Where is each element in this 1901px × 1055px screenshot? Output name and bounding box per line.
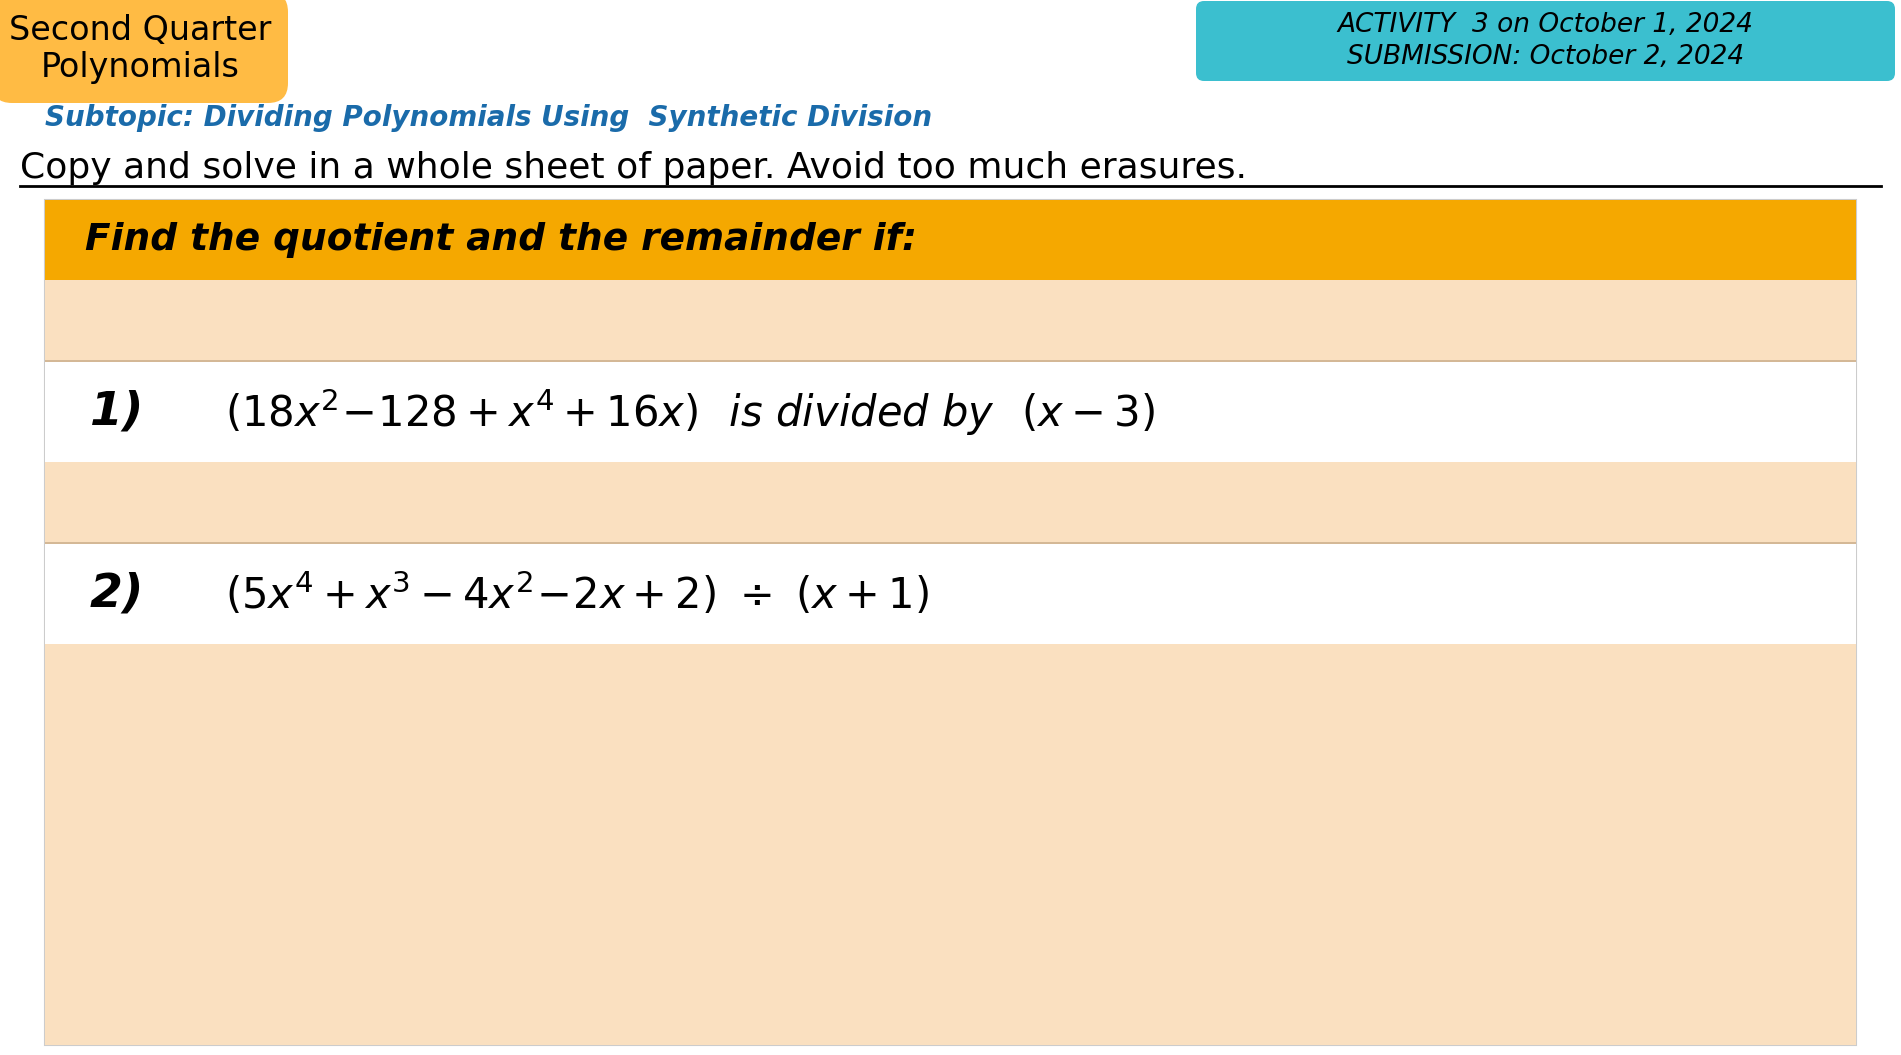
Bar (46, 644, 1855, 1046)
Bar (0, 0, 141, 47)
FancyBboxPatch shape (1196, 1, 1895, 81)
Bar (46, 360, 1855, 362)
Text: Find the quotient and the remainder if:: Find the quotient and the remainder if: (86, 222, 916, 258)
Bar (46, 200, 1855, 280)
Bar (46, 542, 1855, 544)
Bar (0, 47, 141, 95)
Bar (46, 544, 1855, 644)
Bar (46, 362, 1855, 462)
Text: Subtopic: Dividing Polynomials Using  Synthetic Division: Subtopic: Dividing Polynomials Using Syn… (46, 104, 931, 132)
Bar (0, 0, 279, 47)
Bar (46, 462, 1855, 542)
Text: Copy and solve in a whole sheet of paper. Avoid too much erasures.: Copy and solve in a whole sheet of paper… (21, 151, 1247, 185)
FancyBboxPatch shape (0, 0, 287, 103)
Text: 2): 2) (89, 572, 144, 616)
Text: $(5x^4 + x^3 - 4x^2\!-\!2x + 2)\ \div\ (x + 1)$: $(5x^4 + x^3 - 4x^2\!-\!2x + 2)\ \div\ (… (224, 571, 930, 618)
Text: 1): 1) (89, 389, 144, 435)
Text: ACTIVITY  3 on October 1, 2024: ACTIVITY 3 on October 1, 2024 (1338, 12, 1753, 38)
Bar (46, 280, 1855, 360)
Text: Second Quarter: Second Quarter (10, 14, 272, 46)
Text: $(18x^2\!-\!128 + x^4 + 16x)$  $\mathit{is\ divided\ by}$  $(x - 3)$: $(18x^2\!-\!128 + x^4 + 16x)$ $\mathit{i… (224, 386, 1154, 438)
FancyBboxPatch shape (46, 200, 1855, 1046)
Text: Polynomials: Polynomials (40, 52, 240, 84)
Text: SUBMISSION: October 2, 2024: SUBMISSION: October 2, 2024 (1348, 44, 1743, 70)
